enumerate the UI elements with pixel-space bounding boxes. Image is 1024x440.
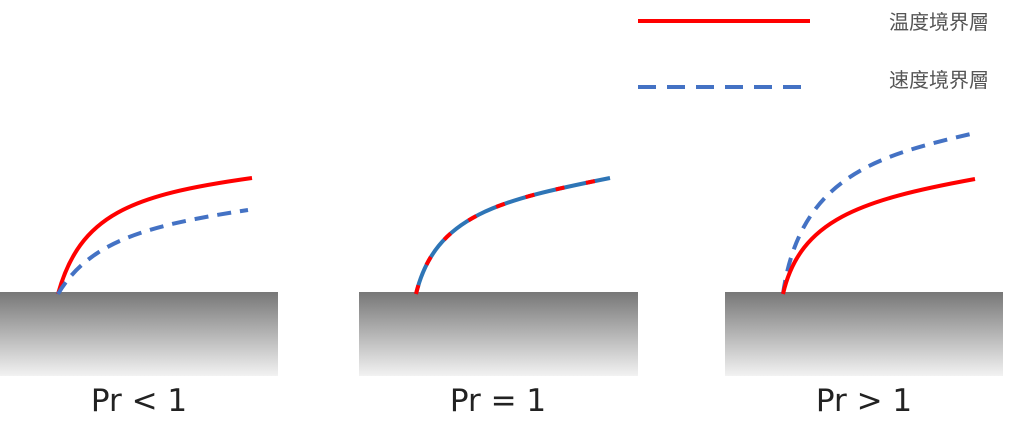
panel-pr-less-than-1: Pr < 1 bbox=[0, 176, 278, 419]
thermal-boundary-layer-curve bbox=[56, 176, 253, 295]
legend-thermal-label: 温度境界層 bbox=[889, 10, 989, 34]
legend-velocity-label: 速度境界層 bbox=[889, 68, 989, 92]
thermal-boundary-layer-curve bbox=[781, 177, 976, 295]
panel-pr-greater-than-1: Pr > 1 bbox=[725, 131, 1003, 419]
pr-label: Pr > 1 bbox=[816, 383, 912, 419]
velocity-boundary-layer-curve bbox=[781, 131, 976, 295]
flat-plate bbox=[0, 292, 278, 376]
flat-plate bbox=[359, 292, 638, 376]
flat-plate bbox=[725, 292, 1003, 376]
pr-label: Pr = 1 bbox=[450, 383, 546, 419]
panel-pr-equal-1: Pr = 1 bbox=[359, 176, 638, 419]
velocity-boundary-layer-curve bbox=[56, 208, 249, 296]
velocity-boundary-layer-curve bbox=[414, 176, 611, 295]
legend: 温度境界層 速度境界層 bbox=[638, 10, 989, 92]
thermal-boundary-layer-curve bbox=[414, 176, 611, 295]
pr-label: Pr < 1 bbox=[91, 383, 187, 419]
